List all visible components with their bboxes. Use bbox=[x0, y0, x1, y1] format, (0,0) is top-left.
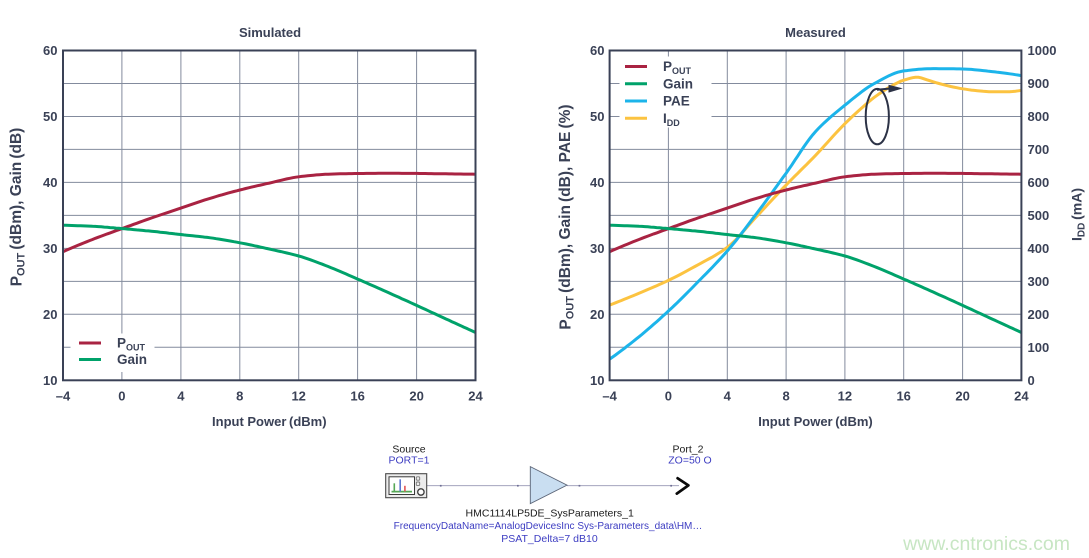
svg-text:Gain: Gain bbox=[663, 77, 693, 92]
svg-text:12: 12 bbox=[291, 389, 305, 404]
svg-text:1000: 1000 bbox=[1028, 43, 1057, 58]
svg-text:FrequencyDataName=AnalogDevice: FrequencyDataName=AnalogDevicesInc Sys-P… bbox=[394, 521, 703, 532]
svg-text:PAE: PAE bbox=[663, 94, 690, 109]
svg-text:PORT=1: PORT=1 bbox=[389, 454, 430, 466]
svg-text:8: 8 bbox=[236, 389, 243, 404]
svg-text:40: 40 bbox=[43, 175, 57, 190]
svg-text:20: 20 bbox=[590, 307, 604, 322]
svg-text:50: 50 bbox=[590, 109, 604, 124]
svg-text:300: 300 bbox=[1028, 274, 1050, 289]
svg-text:16: 16 bbox=[896, 389, 910, 404]
svg-text:700: 700 bbox=[1028, 142, 1050, 157]
svg-text:30: 30 bbox=[590, 241, 604, 256]
svg-text:PSAT_Delta=7 dB10: PSAT_Delta=7 dB10 bbox=[501, 533, 598, 545]
svg-text:20: 20 bbox=[43, 307, 57, 322]
svg-text:ZO=50 O: ZO=50 O bbox=[668, 454, 711, 466]
svg-text:8: 8 bbox=[782, 389, 789, 404]
svg-text:10: 10 bbox=[590, 373, 604, 388]
svg-text:POUT (dBm), Gain (dB): POUT (dBm), Gain (dB) bbox=[8, 128, 28, 287]
svg-text:–4: –4 bbox=[602, 389, 617, 404]
svg-text:0: 0 bbox=[665, 389, 672, 404]
svg-text:16: 16 bbox=[350, 389, 364, 404]
svg-text:200: 200 bbox=[1028, 307, 1050, 322]
svg-text:100: 100 bbox=[1028, 340, 1050, 355]
svg-text:900: 900 bbox=[1028, 76, 1050, 91]
svg-text:60: 60 bbox=[590, 43, 604, 58]
svg-text:10: 10 bbox=[43, 373, 57, 388]
svg-text:Input Power (dBm): Input Power (dBm) bbox=[212, 414, 327, 429]
svg-text:60: 60 bbox=[43, 43, 57, 58]
svg-text:24: 24 bbox=[468, 389, 483, 404]
svg-text:600: 600 bbox=[1028, 175, 1050, 190]
svg-text:POUT (dBm), Gain (dB), PAE (%): POUT (dBm), Gain (dB), PAE (%) bbox=[557, 104, 577, 329]
svg-text:HMC1114LP5DE_SysParameters_1: HMC1114LP5DE_SysParameters_1 bbox=[466, 508, 634, 520]
svg-text:Simulated: Simulated bbox=[239, 25, 301, 40]
svg-text:0: 0 bbox=[1028, 373, 1035, 388]
svg-text:500: 500 bbox=[1028, 208, 1050, 223]
svg-text:800: 800 bbox=[1028, 109, 1050, 124]
svg-text:0: 0 bbox=[118, 389, 125, 404]
svg-text:Port_2: Port_2 bbox=[673, 444, 704, 456]
svg-text:4: 4 bbox=[724, 389, 732, 404]
svg-text:24: 24 bbox=[1014, 389, 1029, 404]
svg-text:4: 4 bbox=[177, 389, 185, 404]
svg-text:30: 30 bbox=[43, 241, 57, 256]
svg-text:Measured: Measured bbox=[785, 25, 846, 40]
svg-text:Source: Source bbox=[392, 444, 425, 456]
svg-text:20: 20 bbox=[409, 389, 423, 404]
svg-text:400: 400 bbox=[1028, 241, 1050, 256]
svg-text:20: 20 bbox=[955, 389, 969, 404]
svg-text:Input Power (dBm): Input Power (dBm) bbox=[758, 414, 873, 429]
svg-text:Gain: Gain bbox=[117, 352, 147, 367]
svg-text:50: 50 bbox=[43, 109, 57, 124]
svg-text:–4: –4 bbox=[56, 389, 71, 404]
svg-text:IDD (mA): IDD (mA) bbox=[1069, 188, 1088, 241]
svg-text:12: 12 bbox=[838, 389, 852, 404]
svg-text:www.cntronics.com: www.cntronics.com bbox=[902, 533, 1070, 555]
svg-text:40: 40 bbox=[590, 175, 604, 190]
